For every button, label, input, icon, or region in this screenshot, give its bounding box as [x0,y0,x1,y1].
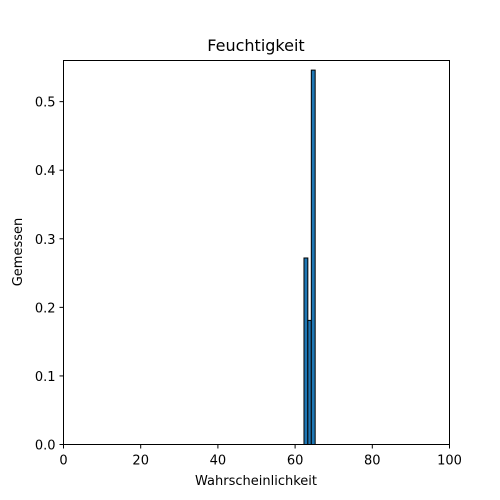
x-tick-label: 100 [437,454,462,469]
x-ticks: 0 20 40 60 80 100 [59,444,462,469]
y-tick-label: 0.2 [35,301,56,316]
x-tick-label: 20 [132,454,149,469]
y-ticks: 0.0 0.1 0.2 0.3 0.4 0.5 [35,96,64,454]
x-tick-label: 40 [210,454,227,469]
histogram-bar-0 [303,257,309,445]
y-tick-label: 0.5 [35,96,56,111]
y-tick-label: 0.1 [35,370,56,385]
x-axis-label: Wahrscheinlichkeit [195,474,317,489]
histogram-bar-1 [307,319,312,445]
x-tick-label: 0 [59,454,67,469]
x-tick-label: 60 [287,454,304,469]
y-tick-label: 0.3 [35,233,56,248]
y-tick-label: 0.0 [35,439,56,454]
y-tick-label: 0.4 [35,164,56,179]
plot-frame [63,60,450,445]
bars-group [303,69,316,445]
histogram-bar-2 [310,69,316,445]
chart-title: Feuchtigkeit [207,36,304,55]
x-tick-label: 80 [364,454,381,469]
y-axis-label: Gemessen [11,218,26,287]
